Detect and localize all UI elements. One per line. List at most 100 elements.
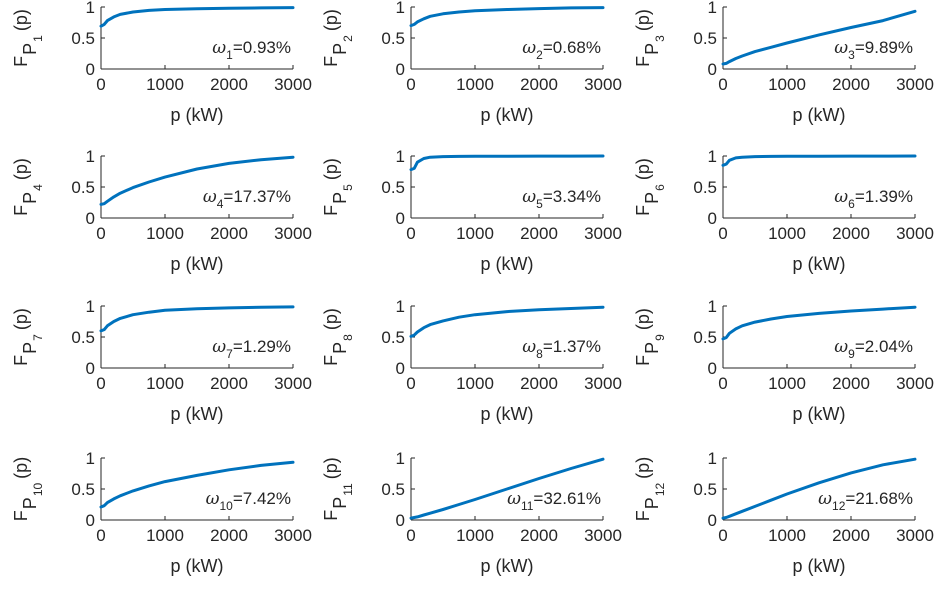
x-tick-label: 0 — [718, 526, 727, 545]
y-axis-label: FP8(p) — [321, 308, 355, 366]
x-tick-label: 2000 — [210, 374, 248, 393]
subplot-3: 0 1000 2000 3000 0 0.5 1 p (kW) FP3(p) ω3=9.89% — [633, 0, 934, 125]
x-tick-label: 2000 — [520, 75, 558, 94]
x-axis-label: p (kW) — [171, 404, 224, 424]
x-axis-label: p (kW) — [481, 404, 534, 424]
x-tick-label: 0 — [406, 526, 415, 545]
series-line — [409, 457, 605, 520]
series-line — [409, 6, 605, 28]
y-axis-label: FP3(p) — [633, 9, 667, 67]
y-tick-label: 1 — [396, 449, 405, 468]
y-axis-label: FP11(p) — [321, 457, 355, 520]
omega-symbol: ω — [212, 337, 226, 357]
y-tick-label: 0.5 — [693, 480, 717, 499]
y-tick-label: 0 — [708, 359, 717, 378]
x-tick-label: 2000 — [832, 75, 870, 94]
omega-annotation: ω8=1.37% — [522, 337, 601, 361]
x-tick-label: 1000 — [146, 526, 184, 545]
x-tick-label: 2000 — [520, 224, 558, 243]
x-tick-label: 0 — [96, 374, 105, 393]
x-tick-label: 3000 — [274, 526, 312, 545]
omega-symbol: ω — [212, 38, 226, 58]
x-tick-label: 0 — [406, 224, 415, 243]
omega-annotation: ω9=2.04% — [834, 337, 913, 361]
omega-annotation: ω5=3.34% — [522, 187, 601, 211]
x-tick-label: 3000 — [896, 374, 934, 393]
y-tick-label: 0.5 — [71, 178, 95, 197]
x-tick-label: 0 — [96, 526, 105, 545]
x-axis-label: p (kW) — [793, 404, 846, 424]
series-line — [409, 154, 605, 172]
y-tick-label: 0 — [86, 209, 95, 228]
x-tick-label: 0 — [406, 374, 415, 393]
y-tick-label: 0.5 — [381, 480, 405, 499]
y-tick-label: 1 — [708, 297, 717, 316]
subplot-7: 0 1000 2000 3000 0 0.5 1 p (kW) FP7(p) ω7=1.29% — [11, 297, 312, 424]
x-tick-label: 0 — [718, 75, 727, 94]
y-tick-label: 1 — [396, 0, 405, 17]
series-line — [99, 305, 295, 333]
y-tick-label: 1 — [396, 147, 405, 166]
y-tick-label: 0.5 — [381, 178, 405, 197]
omega-annotation: ω6=1.39% — [834, 187, 913, 211]
y-tick-label: 0 — [396, 511, 405, 530]
y-axis-label: FP7(p) — [11, 308, 45, 366]
x-tick-label: 0 — [718, 374, 727, 393]
omega-annotation: ω10=7.42% — [206, 489, 291, 513]
subplot-9: 0 1000 2000 3000 0 0.5 1 p (kW) FP9(p) ω9=2.04% — [633, 297, 934, 424]
omega-annotation: ω3=9.89% — [834, 38, 913, 62]
omega-symbol: ω — [203, 187, 217, 207]
x-tick-label: 1000 — [768, 75, 806, 94]
y-tick-label: 0 — [86, 511, 95, 530]
x-tick-label: 3000 — [896, 75, 934, 94]
subplot-6: 0 1000 2000 3000 0 0.5 1 p (kW) FP6(p) ω6=1.39% — [633, 147, 934, 274]
x-tick-label: 3000 — [584, 526, 622, 545]
y-tick-label: 1 — [708, 449, 717, 468]
y-tick-label: 0 — [86, 359, 95, 378]
y-tick-label: 1 — [86, 449, 95, 468]
x-tick-label: 1000 — [456, 374, 494, 393]
x-tick-label: 3000 — [584, 374, 622, 393]
omega-symbol: ω — [818, 489, 832, 509]
series-line — [721, 9, 917, 66]
series-line — [409, 305, 605, 338]
x-tick-label: 3000 — [274, 224, 312, 243]
omega-annotation: ω2=0.68% — [522, 38, 601, 62]
y-tick-label: 1 — [708, 0, 717, 17]
x-tick-label: 3000 — [274, 75, 312, 94]
omega-symbol: ω — [206, 489, 220, 509]
x-tick-label: 1000 — [456, 75, 494, 94]
y-axis-label: FP12(p) — [633, 457, 667, 521]
y-tick-label: 0 — [396, 209, 405, 228]
subplot-1: 0 1000 2000 3000 0 0.5 1 p (kW) FP1(p) ω1=0.93% — [11, 0, 312, 125]
x-tick-label: 1000 — [456, 526, 494, 545]
x-tick-label: 0 — [96, 224, 105, 243]
y-axis-label: FP6(p) — [633, 158, 667, 216]
y-tick-label: 0 — [708, 511, 717, 530]
x-tick-label: 0 — [96, 75, 105, 94]
y-tick-label: 1 — [86, 297, 95, 316]
x-tick-label: 2000 — [520, 374, 558, 393]
omega-symbol: ω — [834, 38, 848, 58]
y-axis-label: FP1(p) — [11, 9, 45, 67]
y-axis-label: FP4(p) — [11, 158, 45, 216]
series-line — [721, 457, 917, 520]
y-axis-label: FP2(p) — [321, 9, 355, 67]
x-tick-label: 1000 — [146, 374, 184, 393]
x-tick-label: 2000 — [210, 75, 248, 94]
x-tick-label: 1000 — [768, 526, 806, 545]
x-axis-label: p (kW) — [171, 254, 224, 274]
x-tick-label: 2000 — [832, 224, 870, 243]
x-axis-label: p (kW) — [481, 556, 534, 576]
y-tick-label: 0.5 — [693, 178, 717, 197]
x-axis-label: p (kW) — [793, 105, 846, 125]
y-axis-label: FP9(p) — [633, 308, 667, 366]
x-tick-label: 1000 — [768, 224, 806, 243]
x-tick-label: 0 — [406, 75, 415, 94]
x-tick-label: 1000 — [146, 224, 184, 243]
x-axis-label: p (kW) — [481, 254, 534, 274]
x-tick-label: 1000 — [146, 75, 184, 94]
y-tick-label: 1 — [86, 0, 95, 17]
x-axis-label: p (kW) — [793, 254, 846, 274]
subplot-5: 0 1000 2000 3000 0 0.5 1 p (kW) FP5(p) ω5=3.34% — [321, 147, 622, 274]
